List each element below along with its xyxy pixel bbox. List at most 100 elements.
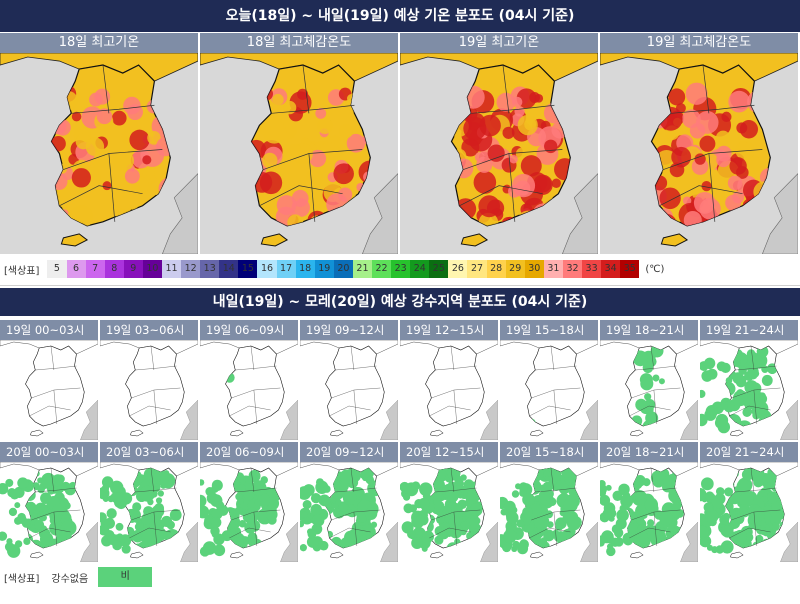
legend-swatch: 33 <box>582 260 602 278</box>
precipitation-map-panel: 20일 18~21시 <box>600 442 698 562</box>
temperature-section-title: 오늘(18일) ~ 내일(19일) 예상 기온 분포도 (04시 기준) <box>225 8 575 24</box>
map-canvas <box>400 340 498 440</box>
korea-map <box>300 340 398 440</box>
south-korea-landmass <box>525 345 585 427</box>
legend-swatch: 23 <box>391 260 411 278</box>
panel-label: 20일 06~09시 <box>200 442 298 462</box>
korea-map <box>200 462 298 562</box>
panel-label: 19일 18~21시 <box>600 320 698 340</box>
panel-label: 19일 09~12시 <box>300 320 398 340</box>
legend-swatch: 14 <box>219 260 239 278</box>
legend-no-precipitation: 강수없음 <box>51 573 89 585</box>
panel-label: 19일 최고기온 <box>400 33 598 53</box>
precipitation-map-panel: 20일 00~03시 <box>0 442 98 562</box>
temperature-legend-scale: 5 6 7 8 9 10 11 12 13 14 15 16 17 18 19 20 21 22 23 24 25 26 2… <box>47 260 640 278</box>
temperature-legend-title: [색상표] <box>4 265 40 277</box>
map-canvas <box>100 462 198 562</box>
legend-swatch: 9 <box>123 260 143 278</box>
legend-swatch: 10 <box>142 260 162 278</box>
legend-swatch: 30 <box>524 260 544 278</box>
panel-label: 19일 21~24시 <box>700 320 798 340</box>
panel-label: 19일 15~18시 <box>500 320 598 340</box>
legend-swatch: 5 <box>47 260 67 278</box>
korea-map <box>300 462 398 562</box>
legend-swatch: 31 <box>543 260 563 278</box>
map-canvas <box>400 53 598 254</box>
precipitation-map-panel: 20일 15~18시 <box>500 442 598 562</box>
legend-swatch: 7 <box>85 260 105 278</box>
map-canvas <box>500 340 598 440</box>
korea-map <box>400 340 498 440</box>
legend-swatch: 35 <box>620 260 640 278</box>
panel-label: 18일 최고기온 <box>0 33 198 53</box>
korea-map <box>400 462 498 562</box>
korea-map <box>600 340 698 440</box>
panel-label: 20일 21~24시 <box>700 442 798 462</box>
panel-label: 20일 00~03시 <box>0 442 98 462</box>
legend-swatch: 16 <box>257 260 277 278</box>
legend-swatch: 8 <box>104 260 124 278</box>
korea-map <box>500 462 598 562</box>
temperature-map-panel: 19일 최고기온 <box>400 33 598 254</box>
precipitation-map-panel: 20일 21~24시 <box>700 442 798 562</box>
map-canvas <box>100 340 198 440</box>
map-canvas <box>600 53 798 254</box>
legend-swatch: 22 <box>372 260 392 278</box>
map-canvas <box>600 340 698 440</box>
precipitation-color-legend: [색상표] 강수없음 비 <box>0 566 153 588</box>
legend-swatch: 19 <box>314 260 334 278</box>
precipitation-map-panel: 19일 00~03시 <box>0 320 98 440</box>
map-canvas <box>600 462 698 562</box>
legend-swatch: 32 <box>562 260 583 278</box>
legend-swatch: 24 <box>410 260 430 278</box>
legend-swatch: 27 <box>467 260 487 278</box>
korea-map <box>700 340 798 440</box>
korea-map <box>100 340 198 440</box>
precipitation-section-title: 내일(19일) ~ 모레(20일) 예상 강수지역 분포도 (04시 기준) <box>212 294 588 310</box>
legend-swatch: 12 <box>181 260 201 278</box>
legend-swatch: 18 <box>295 260 315 278</box>
legend-swatch: 13 <box>200 260 220 278</box>
legend-swatch: 11 <box>161 260 182 278</box>
legend-swatch: 15 <box>238 260 258 278</box>
precipitation-map-panel: 19일 21~24시 <box>700 320 798 440</box>
precipitation-map-panel: 19일 06~09시 <box>200 320 298 440</box>
map-canvas <box>200 53 398 254</box>
korea-map <box>700 462 798 562</box>
korea-map <box>0 53 198 254</box>
precipitation-map-panel: 19일 09~12시 <box>300 320 398 440</box>
panel-label: 20일 12~15시 <box>400 442 498 462</box>
panel-label: 19일 12~15시 <box>400 320 498 340</box>
legend-swatch: 26 <box>448 260 468 278</box>
precipitation-legend-title: [색상표] <box>4 573 40 585</box>
temperature-color-legend: [색상표] 5 6 7 8 9 10 11 12 13 14 15 16 17 18 19 20 21 22 23 2… <box>0 259 664 279</box>
panel-label: 20일 15~18시 <box>500 442 598 462</box>
legend-swatch: 21 <box>352 260 372 278</box>
korea-map <box>500 340 598 440</box>
legend-swatch: 28 <box>486 260 506 278</box>
temperature-section-header: 오늘(18일) ~ 내일(19일) 예상 기온 분포도 (04시 기준) <box>0 0 800 32</box>
precipitation-map-panel: 19일 18~21시 <box>600 320 698 440</box>
precipitation-map-panel: 20일 06~09시 <box>200 442 298 562</box>
map-canvas <box>500 462 598 562</box>
south-korea-landmass <box>425 345 485 427</box>
korea-map <box>0 340 98 440</box>
precipitation-map-panel: 20일 09~12시 <box>300 442 398 562</box>
korea-map <box>600 462 698 562</box>
map-canvas <box>300 340 398 440</box>
precipitation-map-panel: 20일 12~15시 <box>400 442 498 562</box>
map-canvas <box>700 340 798 440</box>
korea-map <box>200 340 298 440</box>
panel-label: 20일 03~06시 <box>100 442 198 462</box>
legend-swatch: 25 <box>429 260 449 278</box>
temperature-map-panel: 19일 최고체감온도 <box>600 33 798 254</box>
map-canvas <box>700 462 798 562</box>
panel-label: 19일 최고체감온도 <box>600 33 798 53</box>
map-canvas <box>0 53 198 254</box>
legend-swatch: 34 <box>601 260 621 278</box>
korea-map <box>400 53 598 254</box>
panel-label: 18일 최고체감온도 <box>200 33 398 53</box>
korea-map <box>100 462 198 562</box>
south-korea-landmass <box>25 345 85 427</box>
map-canvas <box>0 462 98 562</box>
